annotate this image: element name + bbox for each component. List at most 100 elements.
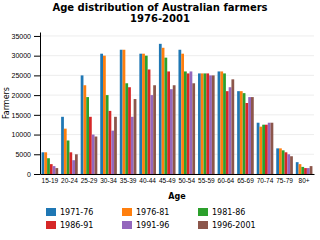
bar [212, 75, 215, 174]
bar [139, 54, 142, 174]
tick-label: 30-34 [100, 177, 117, 184]
bar [148, 69, 151, 174]
tick-mark [34, 36, 40, 37]
bar [307, 168, 310, 174]
bar [218, 71, 221, 174]
bar [89, 117, 92, 174]
bar [237, 91, 240, 174]
x-axis: 15-1920-2425-2930-3435-3940-4445-4950-54… [41, 175, 315, 184]
bar [72, 160, 75, 174]
tick: 20-24 [61, 177, 78, 184]
bar [83, 85, 86, 174]
bar [209, 75, 212, 174]
legend-item: 1971-76 [46, 208, 93, 217]
bar [231, 79, 234, 174]
bar [304, 168, 307, 174]
chart: Age distribution of Australian farmers19… [0, 0, 320, 240]
bar [109, 111, 112, 174]
bar [142, 54, 145, 174]
bar [125, 83, 128, 174]
bar [167, 71, 170, 174]
bar [279, 148, 282, 174]
tick-mark [34, 115, 40, 116]
tick-label: 10000 [12, 131, 32, 138]
bar-series [44, 48, 301, 174]
bar-series [55, 75, 312, 174]
bar [178, 50, 181, 174]
bar [201, 73, 204, 174]
tick-label: 15-19 [42, 177, 59, 184]
tick: 70-74 [257, 177, 274, 184]
bar [55, 168, 58, 174]
tick: 55-59 [198, 177, 215, 184]
tick-label: 20-24 [61, 177, 78, 184]
tick-label: 80+ [299, 177, 310, 184]
legend-item: 1996-2001 [198, 221, 256, 230]
bar [114, 117, 117, 174]
tick: 10000 [12, 131, 40, 138]
bar [42, 152, 45, 174]
bar [103, 56, 106, 174]
bar-series [47, 56, 304, 174]
tick-mark [34, 75, 40, 76]
tick: 45-49 [159, 177, 176, 184]
bar [276, 148, 279, 174]
bar [287, 154, 290, 174]
legend-label: 1986-91 [60, 221, 93, 230]
bar [229, 87, 232, 174]
bar [173, 85, 176, 174]
bar [61, 117, 64, 174]
tick-label: 5000 [15, 151, 31, 158]
legend-item: 1981-86 [198, 208, 245, 217]
bar [220, 71, 223, 174]
tick-label: 20000 [12, 92, 32, 99]
title: Age distribution of Australian farmers19… [52, 2, 267, 24]
bar [301, 167, 304, 174]
bar [50, 164, 53, 174]
tick-label: 0 [27, 171, 31, 178]
tick: 30-34 [100, 177, 117, 184]
tick-label: 40-44 [139, 177, 156, 184]
tick-label: 45-49 [159, 177, 176, 184]
bar [268, 123, 271, 174]
tick: 25-29 [81, 177, 98, 184]
tick-label: 30000 [12, 52, 32, 59]
bar [123, 50, 126, 174]
bar [164, 58, 167, 174]
bar [131, 117, 134, 174]
bar [240, 91, 243, 174]
bar [265, 125, 268, 174]
bar [106, 95, 109, 174]
bar [248, 97, 251, 174]
tick-mark [34, 56, 40, 57]
tick-mark [34, 135, 40, 136]
tick-label: 55-59 [198, 177, 215, 184]
bar [204, 73, 207, 174]
bar [44, 152, 47, 174]
bar [251, 97, 254, 174]
bar [95, 137, 98, 174]
tick: 30000 [12, 52, 40, 59]
tick: 75-79 [276, 177, 293, 184]
legend-item: 1976-81 [122, 208, 169, 217]
legend-swatch [46, 208, 56, 216]
bar [285, 152, 288, 174]
bar [159, 44, 162, 174]
bar-series [50, 69, 307, 174]
bar [257, 123, 260, 174]
bar-series [42, 44, 299, 174]
bar [153, 85, 156, 174]
tick: 25000 [12, 72, 40, 79]
bar [120, 50, 123, 174]
legend-swatch [198, 221, 208, 229]
bar [170, 89, 173, 174]
bar [92, 135, 95, 174]
bar [134, 99, 137, 174]
grid-line [40, 55, 314, 56]
y-axis-title: Farmers [2, 87, 11, 119]
bar [69, 152, 72, 174]
tick: 50-54 [178, 177, 195, 184]
legend-swatch [198, 208, 208, 216]
bar [53, 166, 56, 174]
tick: 0 [27, 171, 40, 178]
